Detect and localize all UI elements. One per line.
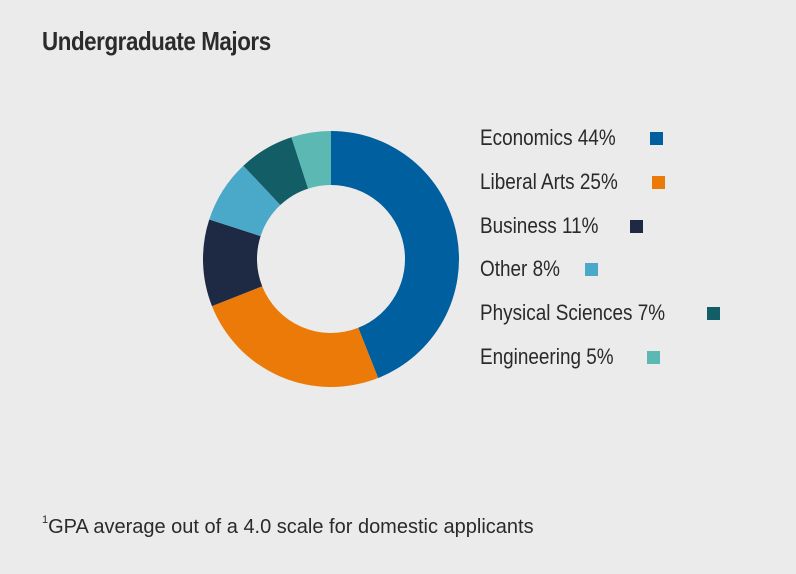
legend-label: Business 11% [480,213,599,238]
legend-label: Engineering 5% [480,344,614,369]
donut-slice-physical-sciences [243,137,309,206]
legend-swatch-business [629,219,643,233]
footnote: 1GPA average out of a 4.0 scale for dome… [42,514,534,539]
legend-item-liberal-arts: Liberal Arts 25% [480,164,666,200]
donut-slice-other [209,165,281,237]
donut-slice-engineering [291,131,331,189]
donut-slice-business [203,219,263,307]
legend-item-economics: Economics 44% [480,120,663,156]
legend-item-engineering: Engineering 5% [480,339,661,375]
legend-label: Other 8% [480,256,560,281]
legend-swatch-physical-sciences [707,306,721,320]
legend-swatch-economics [649,131,663,145]
chart-title: Undergraduate Majors [42,26,271,56]
legend-swatch-engineering [647,350,661,364]
legend-swatch-other [584,262,598,276]
legend-item-business: Business 11% [480,208,643,244]
footnote-text: GPA average out of a 4.0 scale for domes… [48,516,534,538]
footnote-marker: 1 [42,514,49,526]
donut-slice-economics [331,131,459,379]
donut-chart [203,131,459,387]
legend-item-physical-sciences: Physical Sciences 7% [480,295,721,331]
legend-label: Liberal Arts 25% [480,169,618,194]
legend-swatch-liberal-arts [652,175,666,189]
legend-item-other: Other 8% [480,251,598,287]
legend-label: Economics 44% [480,125,616,150]
donut-slice-liberal-arts [211,286,379,387]
legend-label: Physical Sciences 7% [480,300,666,325]
